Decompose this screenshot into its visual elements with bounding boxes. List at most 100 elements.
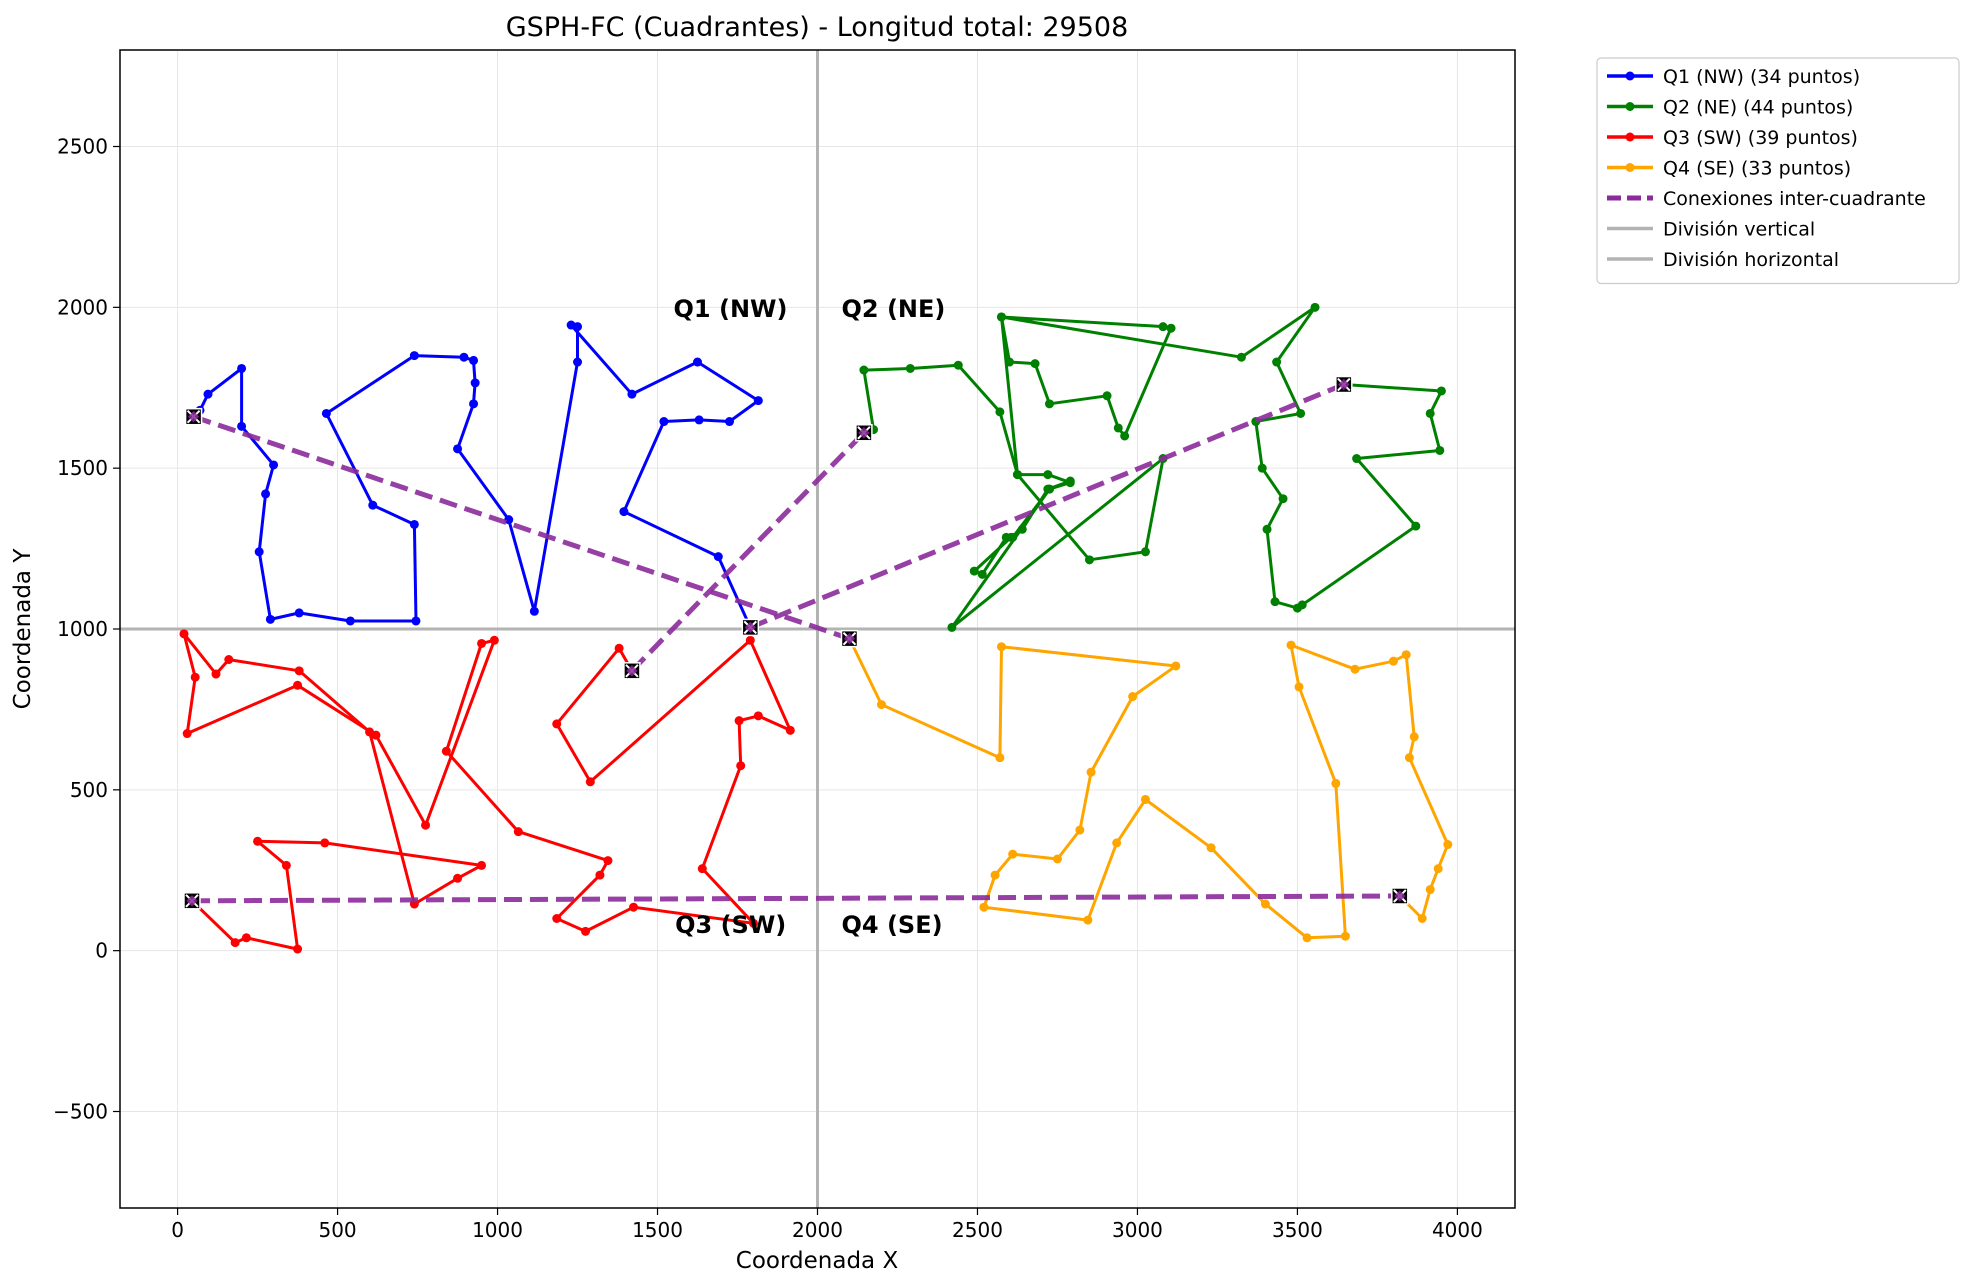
data-point [365, 727, 375, 737]
data-point [190, 672, 200, 682]
data-point [1044, 484, 1054, 494]
data-point [753, 396, 763, 406]
data-point [1166, 323, 1176, 333]
data-point [441, 746, 451, 756]
quadrant-labels: Q1 (NW) Q2 (NE) Q3 (SW) Q4 (SE) [674, 295, 946, 939]
data-point [469, 399, 479, 409]
connection-marker [1335, 375, 1353, 394]
data-point [953, 360, 963, 370]
data-point [581, 926, 591, 936]
data-point [566, 320, 576, 330]
data-point [1128, 692, 1138, 702]
data-point [411, 616, 421, 626]
data-point [1435, 445, 1445, 455]
y-tick-label: 1000 [57, 617, 108, 641]
connection-line [191, 893, 1400, 904]
data-point [281, 860, 291, 870]
data-point [1433, 864, 1443, 874]
data-point [1443, 840, 1453, 850]
data-point [876, 700, 886, 710]
data-point [241, 933, 251, 943]
data-point [595, 870, 605, 880]
data-point [1140, 794, 1150, 804]
data-point [1052, 854, 1062, 864]
data-point [1411, 521, 1421, 531]
data-point [182, 729, 192, 739]
x-tick-label: 4000 [1432, 1218, 1483, 1242]
data-point [254, 547, 264, 557]
data-point [211, 669, 221, 679]
data-point [1262, 524, 1272, 534]
data-point [477, 860, 487, 870]
data-point [237, 421, 247, 431]
data-point [573, 357, 583, 367]
connection-marker [741, 618, 760, 637]
data-point [1120, 431, 1130, 441]
data-point [1260, 899, 1270, 909]
data-point [1409, 732, 1419, 742]
data-point [179, 629, 189, 639]
data-point [265, 614, 275, 624]
legend-entry: Conexiones inter-cuadrante [1607, 188, 1926, 210]
connection-marker [855, 424, 873, 442]
data-point [990, 870, 1000, 880]
legend-label: División vertical [1663, 219, 1815, 241]
data-point [995, 407, 1005, 417]
legend-label: Q2 (NE) (44 puntos) [1663, 97, 1853, 119]
inter-quadrant-connections [191, 382, 1400, 904]
connection-line [192, 414, 851, 642]
data-point [1017, 524, 1027, 534]
data-point [1012, 470, 1022, 480]
data-point [749, 918, 759, 928]
data-point [1388, 656, 1398, 666]
data-point [979, 902, 989, 912]
data-point [725, 417, 735, 427]
data-point [603, 856, 613, 866]
data-point [1030, 359, 1040, 369]
series-q4 [844, 634, 1453, 943]
data-point [1296, 408, 1306, 418]
data-point [627, 389, 637, 399]
connection-line [749, 382, 1345, 630]
connection-marker [1391, 887, 1409, 905]
quadrant-label: Q2 (NE) [841, 295, 945, 323]
data-point [1086, 767, 1096, 777]
series-q2 [859, 302, 1446, 632]
y-tick-label: 500 [70, 778, 108, 802]
data-point [1331, 778, 1341, 788]
x-tick-label: 1500 [632, 1218, 683, 1242]
data-point [1112, 838, 1122, 848]
data-point [470, 378, 480, 388]
data-point [693, 357, 703, 367]
data-point [995, 753, 1005, 763]
data-point [459, 352, 469, 362]
data-point [293, 680, 303, 690]
data-point [1065, 476, 1075, 486]
data-point [237, 363, 247, 373]
legend-entry: Q1 (NW) (34 puntos) [1607, 66, 1860, 88]
data-point [421, 820, 431, 830]
quadrant-label: Q3 (SW) [675, 911, 786, 939]
data-point [477, 638, 487, 648]
data-point [552, 719, 562, 729]
axis-ticks: 0 500 1000 1500 2000 2500 3000 3500 4000 −500 0 500… [53, 135, 1483, 1243]
data-point [1158, 322, 1168, 332]
legend: Q1 (NW) (34 puntos) Q2 (NE) (44 puntos) Q3… [1596, 57, 1960, 285]
data-point [321, 408, 331, 418]
x-tick-label: 500 [318, 1218, 356, 1242]
data-point [469, 355, 479, 365]
data-point [1425, 408, 1435, 418]
data-point [1425, 885, 1435, 895]
x-tick-label: 0 [171, 1218, 184, 1242]
data-point [996, 312, 1006, 322]
data-point [1272, 357, 1282, 367]
data-point [1270, 597, 1280, 607]
data-point [1340, 931, 1350, 941]
data-point [734, 716, 744, 726]
x-tick-label: 3000 [1112, 1218, 1163, 1242]
data-point [1206, 843, 1216, 853]
data-point [1350, 664, 1360, 674]
data-point [659, 417, 669, 427]
data-point [293, 944, 303, 954]
data-point [1294, 682, 1304, 692]
